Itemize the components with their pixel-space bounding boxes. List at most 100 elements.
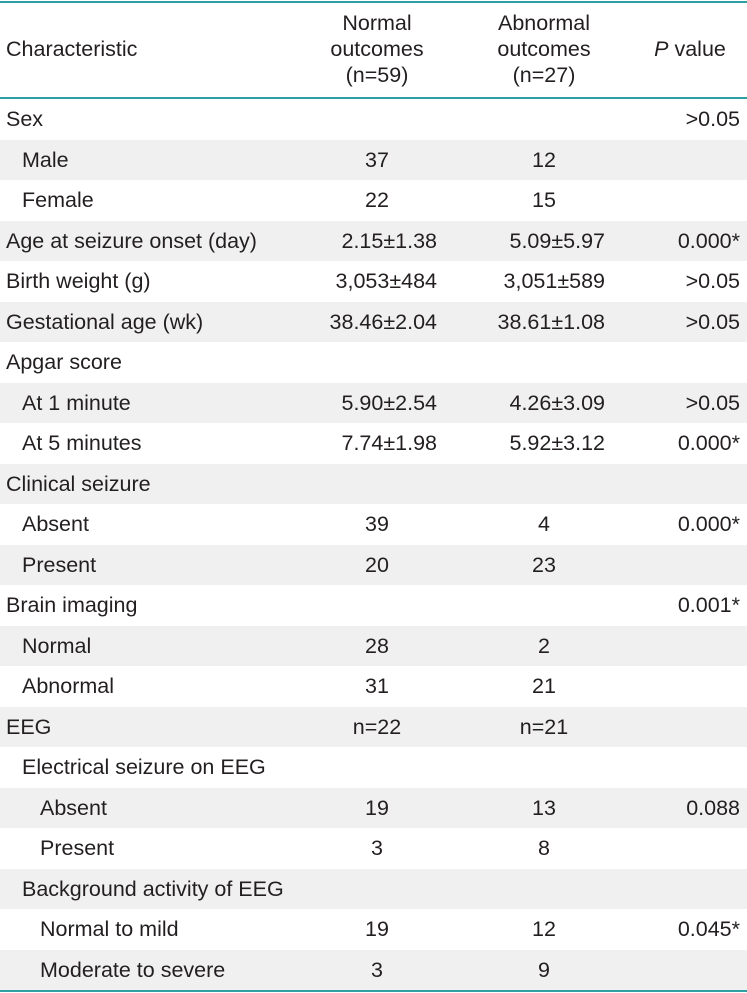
cell-characteristic: Male xyxy=(22,147,69,172)
header-p-rest: value xyxy=(668,37,726,61)
header-normal-line1: Normal xyxy=(342,11,412,35)
cell-abnormal-outcomes: 5.09±5.97 xyxy=(509,228,606,253)
cell-normal-outcomes: 22 xyxy=(365,188,389,212)
table-row: Age at seizure onset (day) 2.15±1.38 5.09±… xyxy=(0,220,747,261)
table-header-rule xyxy=(0,97,747,99)
table-bottom-rule xyxy=(0,990,747,992)
cell-abnormal-outcomes: 21 xyxy=(532,674,556,698)
header-abnormal-line3: (n=27) xyxy=(512,63,576,87)
table-row: Sex >0.05 xyxy=(0,99,747,140)
cell-abnormal-outcomes: 2 xyxy=(538,633,550,658)
cell-abnormal-outcomes: n=21 xyxy=(519,714,569,739)
cell-p-value: >0.05 xyxy=(685,309,740,334)
table-row: Clinical seizure xyxy=(0,463,747,504)
cell-characteristic: Present xyxy=(22,552,97,577)
header-normal-outcomes: Normal outcomes (n=59) xyxy=(300,10,454,88)
cell-normal-outcomes: 39 xyxy=(365,512,389,536)
cell-characteristic: Normal xyxy=(22,633,92,658)
table-row: At 1 minute 5.90±2.54 4.26±3.09 >0.05 xyxy=(0,382,747,423)
cell-characteristic: Abnormal xyxy=(22,674,115,698)
cell-normal-outcomes: 3,053±484 xyxy=(335,269,437,293)
cell-abnormal-outcomes: 8 xyxy=(538,836,550,860)
cell-abnormal-outcomes: 38.61±1.08 xyxy=(497,309,605,334)
table-row: Absent 39 4 0.000* xyxy=(0,504,747,545)
table-body: Sex >0.05 Male 37 12 Female 22 15 Age at seizure… xyxy=(0,99,747,990)
cell-characteristic: Background activity of EEG xyxy=(22,876,284,901)
cell-normal-outcomes: 38.46±2.04 xyxy=(329,309,437,334)
header-p-value: P value xyxy=(640,36,740,62)
cell-normal-outcomes: 2.15±1.38 xyxy=(341,228,438,253)
cell-normal-outcomes: 5.90±2.54 xyxy=(341,390,438,415)
cell-normal-outcomes: 28 xyxy=(365,633,389,658)
cell-normal-outcomes: 37 xyxy=(365,147,389,172)
table-header: Characteristic Normal outcomes (n=59) Ab… xyxy=(0,3,747,97)
cell-abnormal-outcomes: 15 xyxy=(532,188,556,212)
cell-characteristic: Brain imaging xyxy=(6,593,138,617)
table-top-rule xyxy=(0,1,747,3)
table-row: Abnormal 31 21 xyxy=(0,666,747,707)
cell-characteristic: Normal to mild xyxy=(40,917,179,941)
cell-characteristic: Age at seizure onset (day) xyxy=(6,228,257,253)
cell-abnormal-outcomes: 4 xyxy=(538,512,550,536)
table-row: Male 37 12 xyxy=(0,139,747,180)
table-row: Background activity of EEG xyxy=(0,868,747,909)
cell-p-value: >0.05 xyxy=(685,107,740,131)
cell-characteristic: Present xyxy=(40,836,115,860)
cell-characteristic: Female xyxy=(22,188,94,212)
cell-characteristic: Gestational age (wk) xyxy=(6,309,204,334)
cell-characteristic: At 5 minutes xyxy=(22,431,142,455)
cell-abnormal-outcomes: 5.92±3.12 xyxy=(509,431,606,455)
table-row: At 5 minutes 7.74±1.98 5.92±3.12 0.000* xyxy=(0,423,747,464)
cell-characteristic: Absent xyxy=(40,795,107,820)
header-characteristic: Characteristic xyxy=(6,37,138,61)
cell-characteristic: EEG xyxy=(6,714,52,739)
cell-normal-outcomes: 3 xyxy=(371,836,383,860)
header-p-italic: P xyxy=(654,37,669,61)
cell-normal-outcomes: 3 xyxy=(371,957,383,982)
cell-normal-outcomes: 20 xyxy=(365,552,389,577)
table-row: Electrical seizure on EEG xyxy=(0,747,747,788)
table-row: Birth weight (g) 3,053±484 3,051±589 >0.05 xyxy=(0,261,747,302)
table-row: Normal 28 2 xyxy=(0,625,747,666)
header-normal-line3: (n=59) xyxy=(345,63,409,87)
header-abnormal-line1: Abnormal xyxy=(497,11,590,35)
table-row: Present 20 23 xyxy=(0,544,747,585)
cell-characteristic: Apgar score xyxy=(6,350,122,374)
cell-characteristic: Clinical seizure xyxy=(6,471,151,496)
table-row: EEG n=22 n=21 xyxy=(0,706,747,747)
cell-p-value: 0.045* xyxy=(677,917,740,941)
table-row: Moderate to severe 3 9 xyxy=(0,949,747,990)
cell-p-value: 0.000* xyxy=(677,512,740,536)
cell-characteristic: Absent xyxy=(22,512,89,536)
cell-characteristic: Sex xyxy=(6,107,44,131)
table-row: Absent 19 13 0.088 xyxy=(0,787,747,828)
table-row: Apgar score xyxy=(0,342,747,383)
table-row: Brain imaging 0.001* xyxy=(0,585,747,626)
cell-normal-outcomes: n=22 xyxy=(352,714,402,739)
cell-characteristic: Moderate to severe xyxy=(40,957,226,982)
cell-characteristic: Electrical seizure on EEG xyxy=(22,755,266,779)
table-row: Present 3 8 xyxy=(0,828,747,869)
cell-p-value: 0.001* xyxy=(677,593,740,617)
cell-abnormal-outcomes: 9 xyxy=(538,957,550,982)
cell-normal-outcomes: 31 xyxy=(365,674,389,698)
table-row: Normal to mild 19 12 0.045* xyxy=(0,909,747,950)
cell-abnormal-outcomes: 13 xyxy=(532,795,556,820)
cell-p-value: 0.000* xyxy=(677,431,740,455)
header-normal-line2: outcomes xyxy=(330,37,424,61)
cell-abnormal-outcomes: 12 xyxy=(532,147,556,172)
cell-p-value: 0.000* xyxy=(677,228,740,253)
header-abnormal-line2: outcomes xyxy=(497,37,591,61)
cell-abnormal-outcomes: 12 xyxy=(532,917,556,941)
cell-normal-outcomes: 7.74±1.98 xyxy=(341,431,438,455)
cell-abnormal-outcomes: 3,051±589 xyxy=(503,269,605,293)
cell-p-value: 0.088 xyxy=(686,795,740,820)
cell-normal-outcomes: 19 xyxy=(365,795,389,820)
cell-abnormal-outcomes: 4.26±3.09 xyxy=(509,390,606,415)
table-row: Gestational age (wk) 38.46±2.04 38.61±1.08… xyxy=(0,301,747,342)
cell-characteristic: Birth weight (g) xyxy=(6,269,151,293)
cell-p-value: >0.05 xyxy=(685,390,740,415)
cell-characteristic: At 1 minute xyxy=(22,390,131,415)
cell-normal-outcomes: 19 xyxy=(365,917,389,941)
